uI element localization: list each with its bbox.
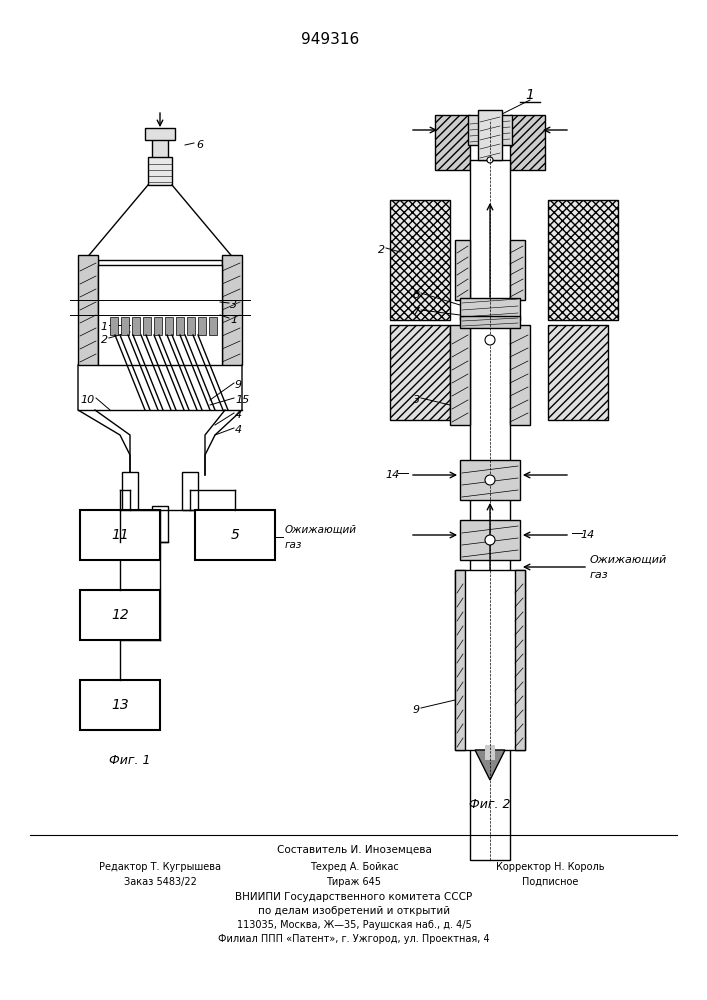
Bar [510, 115, 545, 170]
Bar [182, 472, 198, 510]
Bar [176, 317, 184, 335]
Text: ВНИИПИ Государственного комитета СССР: ВНИИПИ Государственного комитета СССР [235, 892, 472, 902]
Bar [148, 157, 172, 185]
Text: Ожижающий: Ожижающий [590, 555, 667, 565]
Bar [390, 200, 450, 320]
Bar [78, 255, 98, 365]
Text: 2: 2 [101, 335, 108, 345]
Text: Тираж 645: Тираж 645 [327, 877, 382, 887]
Bar [187, 317, 195, 335]
Text: Фиг. 1: Фиг. 1 [110, 754, 151, 766]
Bar [222, 260, 240, 360]
Text: 3: 3 [230, 300, 237, 310]
Text: 7: 7 [413, 307, 420, 317]
Polygon shape [475, 750, 505, 780]
Bar [468, 115, 512, 145]
Bar [121, 317, 129, 335]
Circle shape [485, 535, 495, 545]
Text: Редактор Т. Кугрышева: Редактор Т. Кугрышева [99, 862, 221, 872]
Text: 3: 3 [413, 395, 420, 405]
Bar [80, 510, 160, 560]
Text: 14: 14 [386, 470, 400, 480]
Bar [132, 317, 140, 335]
Text: 10: 10 [81, 395, 95, 405]
Bar [222, 255, 242, 365]
Text: газ: газ [285, 540, 303, 550]
Bar [154, 317, 162, 335]
Text: Корректор Н. Король: Корректор Н. Король [496, 862, 604, 872]
Bar [165, 317, 173, 335]
Bar [435, 115, 470, 170]
Text: Ожижающий: Ожижающий [285, 525, 357, 535]
Bar [455, 570, 525, 750]
Text: газ: газ [590, 570, 609, 580]
Text: 4: 4 [235, 410, 242, 420]
Text: 949316: 949316 [301, 32, 359, 47]
Text: 6: 6 [196, 140, 203, 150]
Bar [152, 135, 168, 160]
Bar [460, 316, 520, 328]
Bar [145, 128, 175, 140]
Bar [470, 160, 510, 860]
Bar [510, 325, 530, 425]
Text: Филиал ППП «Патент», г. Ужгород, ул. Проектная, 4: Филиал ППП «Патент», г. Ужгород, ул. Про… [218, 934, 490, 944]
Bar [460, 298, 520, 320]
Text: Подписное: Подписное [522, 877, 578, 887]
Bar [80, 680, 160, 730]
Bar [455, 570, 465, 750]
Bar [110, 317, 118, 335]
Bar [478, 110, 502, 160]
Bar [143, 317, 151, 335]
Text: Фиг. 2: Фиг. 2 [469, 798, 510, 812]
Text: 4: 4 [235, 425, 242, 435]
Bar [209, 317, 217, 335]
Bar [80, 260, 98, 360]
Bar [548, 200, 618, 320]
Bar [390, 325, 450, 420]
Text: 113035, Москва, Ж—35, Раушская наб., д. 4/5: 113035, Москва, Ж—35, Раушская наб., д. … [237, 920, 472, 930]
Text: 14: 14 [580, 530, 595, 540]
Circle shape [487, 157, 493, 163]
Text: 11: 11 [111, 528, 129, 542]
Text: 1: 1 [101, 322, 108, 332]
Text: 12: 12 [111, 608, 129, 622]
Bar [80, 590, 160, 640]
Text: Техред А. Бойкас: Техред А. Бойкас [310, 862, 398, 872]
Bar [460, 520, 520, 560]
Bar [198, 317, 206, 335]
Text: 1: 1 [525, 88, 534, 102]
Text: 5: 5 [230, 528, 240, 542]
Circle shape [485, 475, 495, 485]
Text: 13: 13 [111, 698, 129, 712]
Text: 15: 15 [235, 395, 250, 405]
Bar [195, 510, 275, 560]
Bar [122, 472, 138, 510]
Text: Заказ 5483/22: Заказ 5483/22 [124, 877, 197, 887]
Bar [460, 460, 520, 500]
Text: 9: 9 [413, 705, 420, 715]
Text: 8: 8 [413, 290, 420, 300]
Bar [485, 745, 495, 760]
Bar [515, 570, 525, 750]
Bar [450, 325, 470, 425]
Text: 2: 2 [378, 245, 385, 255]
Text: 9: 9 [235, 380, 242, 390]
Bar [510, 240, 525, 300]
Text: по делам изобретений и открытий: по делам изобретений и открытий [258, 906, 450, 916]
Bar [152, 506, 168, 542]
Text: 1: 1 [230, 315, 237, 325]
Text: Составитель И. Иноземцева: Составитель И. Иноземцева [276, 845, 431, 855]
Bar [548, 325, 608, 420]
Bar [455, 240, 470, 300]
Circle shape [485, 335, 495, 345]
Bar [98, 265, 222, 365]
